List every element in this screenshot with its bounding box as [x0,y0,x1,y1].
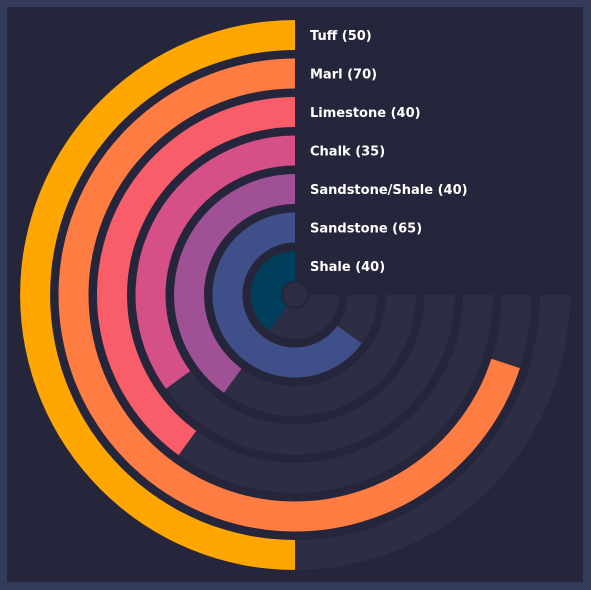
label-limestone: Limestone (40) [310,106,421,121]
label-marl: Marl (70) [310,68,377,83]
label-cell-sandstone [295,212,570,251]
label-shale: Shale (40) [310,260,385,275]
track-limestone [178,295,493,493]
track-sandstone [337,295,378,344]
label-cell-shale [295,250,570,290]
track-tuff [295,295,570,570]
track-shale [269,295,339,339]
bar-tuff [20,20,296,570]
label-sandstone-shale: Sandstone/Shale (40) [310,183,468,198]
label-cell-sandstone-shale [295,173,570,212]
bar-sandstone [212,212,362,378]
label-tuff: Tuff (50) [310,29,372,44]
label-cell-tuff [295,19,570,58]
track-marl [491,295,532,369]
label-cell-chalk [295,134,570,174]
track-sandstone-shale [223,295,416,416]
bar-chalk [135,135,295,389]
label-cell-limestone [295,96,570,135]
bar-sandstone-shale [174,174,295,393]
track-chalk [165,295,455,455]
label-sandstone: Sandstone (65) [310,222,422,237]
bar-limestone [97,97,295,456]
label-chalk: Chalk (35) [310,145,385,160]
center-hub [283,283,307,307]
label-cell-marl [295,57,570,97]
bar-shale [251,251,295,331]
